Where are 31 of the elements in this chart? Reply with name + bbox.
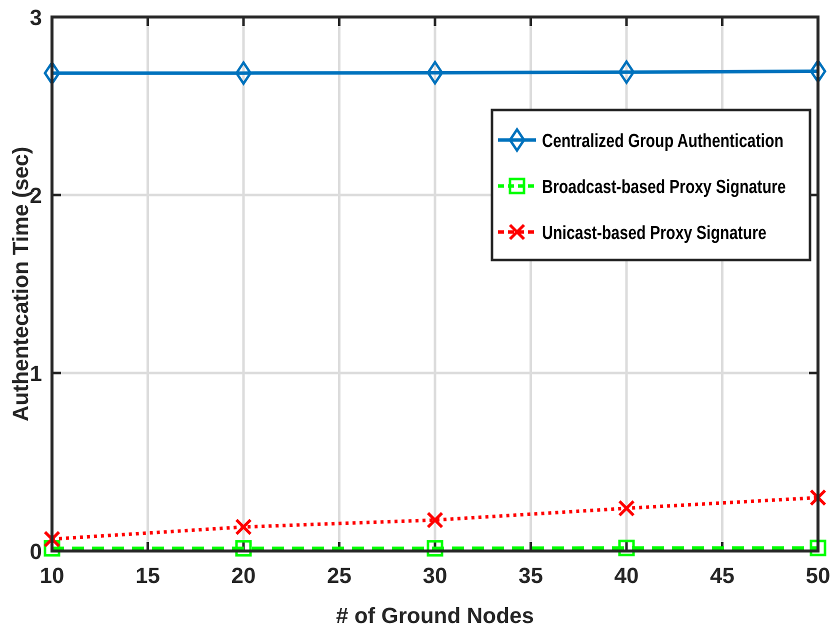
point xyxy=(618,60,635,84)
x-tick-label: 25 xyxy=(327,563,352,588)
x-tick-label: 20 xyxy=(231,563,256,588)
y-tick-label: 1 xyxy=(30,361,42,386)
x-tick-label: 40 xyxy=(614,563,639,588)
point xyxy=(235,518,252,536)
x-axis-title: # of Ground Nodes xyxy=(336,603,534,628)
x-tick-label: 45 xyxy=(710,563,734,588)
x-tick-label: 35 xyxy=(518,563,543,588)
point xyxy=(810,60,826,84)
point xyxy=(44,530,60,548)
legend-label: Unicast-based Proxy Signature xyxy=(542,221,766,244)
y-tick-label: 2 xyxy=(30,183,42,208)
legend-label: Broadcast-based Proxy Signature xyxy=(542,175,786,198)
point xyxy=(618,540,635,556)
point xyxy=(235,61,252,85)
x-tick-label: 10 xyxy=(40,563,64,588)
point xyxy=(235,540,252,557)
point xyxy=(618,500,635,517)
point xyxy=(426,512,444,529)
point xyxy=(426,540,444,557)
point xyxy=(426,60,444,84)
x-tick-label: 15 xyxy=(136,563,160,588)
y-tick-label: 3 xyxy=(30,5,42,30)
point xyxy=(810,540,826,556)
x-tick-label: 30 xyxy=(422,563,448,588)
point xyxy=(44,61,60,85)
legend-label: Centralized Group Authentication xyxy=(542,129,784,152)
x-tick-label: 50 xyxy=(806,563,830,588)
point xyxy=(810,489,826,506)
y-tick-label: 0 xyxy=(30,539,42,564)
